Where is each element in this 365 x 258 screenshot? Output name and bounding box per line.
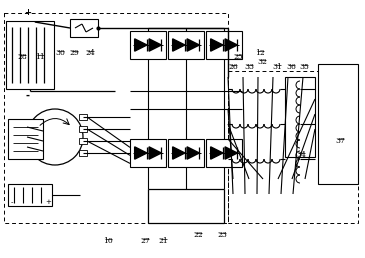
Text: 21: 21 — [158, 237, 168, 245]
Bar — [79, 114, 87, 120]
Bar — [318, 64, 358, 184]
Text: 10: 10 — [103, 237, 113, 245]
Polygon shape — [149, 39, 161, 51]
Bar — [206, 139, 242, 167]
Polygon shape — [149, 147, 161, 159]
Bar — [285, 77, 315, 157]
Text: 31: 31 — [272, 63, 282, 71]
Text: 27: 27 — [140, 237, 150, 245]
Text: 36: 36 — [286, 63, 296, 71]
Bar — [79, 126, 87, 132]
Bar — [130, 31, 166, 59]
Polygon shape — [187, 147, 199, 159]
Bar — [168, 31, 204, 59]
Text: 30: 30 — [55, 49, 65, 57]
Polygon shape — [173, 147, 185, 159]
Text: -: - — [26, 91, 30, 101]
Text: 23: 23 — [217, 231, 227, 239]
Polygon shape — [211, 147, 223, 159]
Text: 32: 32 — [257, 58, 267, 66]
Bar — [79, 150, 87, 156]
Bar — [8, 119, 43, 159]
Text: 24: 24 — [85, 49, 95, 57]
Bar — [4, 13, 228, 223]
Polygon shape — [173, 39, 185, 51]
Bar — [8, 184, 52, 206]
Text: 25: 25 — [233, 53, 243, 61]
Bar — [228, 71, 358, 223]
Polygon shape — [225, 147, 237, 159]
Bar — [70, 19, 98, 37]
Text: 11: 11 — [35, 53, 45, 61]
Polygon shape — [135, 147, 147, 159]
Text: +: + — [24, 8, 31, 17]
Text: 12: 12 — [255, 49, 265, 57]
Bar — [168, 139, 204, 167]
Text: +: + — [45, 199, 51, 205]
Text: 28: 28 — [17, 53, 27, 61]
Polygon shape — [211, 39, 223, 51]
Text: 34: 34 — [296, 151, 306, 159]
Bar — [6, 21, 54, 89]
Bar — [130, 139, 166, 167]
Text: 26: 26 — [228, 63, 238, 71]
Polygon shape — [187, 39, 199, 51]
Polygon shape — [135, 39, 147, 51]
Text: 29: 29 — [69, 49, 79, 57]
Text: 22: 22 — [193, 231, 203, 239]
Text: -: - — [11, 199, 13, 205]
Bar — [206, 31, 242, 59]
Bar — [79, 138, 87, 144]
Text: 33: 33 — [244, 63, 254, 71]
Text: 35: 35 — [299, 63, 309, 71]
Text: 37: 37 — [335, 137, 345, 145]
Polygon shape — [225, 39, 237, 51]
